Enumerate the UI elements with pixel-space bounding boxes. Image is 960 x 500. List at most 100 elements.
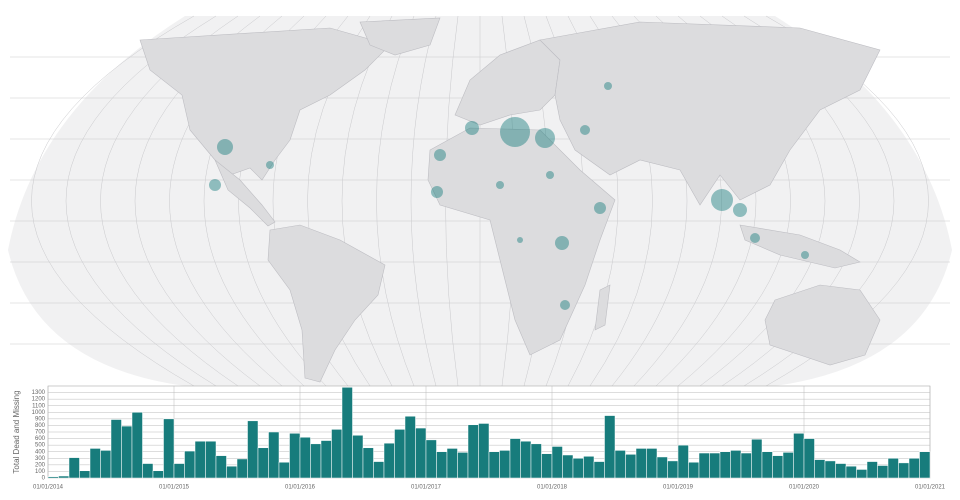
bar [89,448,101,479]
bar [236,458,248,479]
bar [772,455,784,479]
bar [58,475,70,479]
bar [509,438,521,479]
bar [520,440,532,479]
bar [625,454,637,479]
incident-dot [750,233,760,243]
bar [698,452,710,479]
central-america [214,159,276,227]
bar [656,456,668,479]
bar [457,452,469,479]
indonesia [739,224,861,269]
bar [110,419,122,479]
bar [184,450,196,479]
bar [551,446,563,479]
x-tick-label: 01/01/2019 [663,485,694,491]
x-tick-label: 01/01/2016 [285,485,316,491]
incident-dot [535,128,555,148]
y-tick-label: 1200 [32,397,46,403]
meridian [410,15,437,387]
bar [257,447,269,479]
bar [604,415,616,479]
bar [877,465,889,479]
x-tick-label: 01/01/2018 [537,485,568,491]
greenland [359,17,441,56]
bar [845,465,857,479]
bar [782,452,794,479]
bar [436,451,448,479]
y-tick-label: 1100 [32,403,46,409]
bar [100,450,112,479]
y-tick-label: 700 [35,430,46,436]
incident-dot [209,179,221,191]
bar [341,387,353,479]
y-tick-label: 1300 [32,390,46,396]
bar [205,440,217,479]
bar [866,461,878,479]
bar [583,456,595,479]
bar [299,437,311,479]
bar [131,412,143,479]
bar [688,461,700,479]
incident-dot [217,139,233,155]
bar [289,433,301,479]
bar [415,427,427,479]
bar [856,469,868,479]
bar [572,458,584,479]
bar [887,458,899,479]
bar [394,429,406,479]
australia [764,284,881,366]
y-tick-label: 1000 [32,410,46,416]
incident-dot [594,202,606,214]
bar [488,451,500,479]
bar [635,448,647,479]
bar [467,424,479,479]
bar [751,438,763,479]
bar [352,435,364,479]
bar [646,448,658,479]
bar [194,440,206,479]
incident-dot [266,161,274,169]
bar [425,439,437,479]
bar-chart: 0100200300400500600700800900100011001200… [12,385,946,491]
bar [247,420,259,479]
bar [530,443,542,479]
incident-dot [711,189,733,211]
bar [614,450,626,479]
bar [226,465,238,479]
bar [562,454,574,479]
y-tick-label: 500 [35,443,46,449]
bar [793,433,805,479]
bar [478,423,490,479]
y-tick-label: 300 [35,456,46,462]
x-tick-label: 01/01/2020 [789,485,820,491]
bar [383,442,395,479]
bar [719,451,731,479]
bar [919,451,931,479]
y-tick-label: 200 [35,462,46,468]
incident-dot [500,117,530,147]
bar [47,476,59,479]
bar [142,463,154,479]
y-tick-label: 600 [35,436,46,442]
incident-dots [209,82,809,310]
bar [362,447,374,479]
incident-dot [580,125,590,135]
bar [320,440,332,479]
asia [539,21,881,206]
bar [593,461,605,479]
x-tick-label: 01/01/2017 [411,485,442,491]
bar [373,461,385,479]
bar [173,463,185,479]
bar [278,461,290,479]
meridian [65,15,217,387]
incident-dot [560,300,570,310]
incident-dot [431,186,443,198]
incident-dot [434,149,446,161]
bar [761,451,773,479]
madagascar [594,284,611,331]
africa [427,127,616,356]
y-tick-label: 100 [35,469,46,475]
incident-dot [555,236,569,250]
